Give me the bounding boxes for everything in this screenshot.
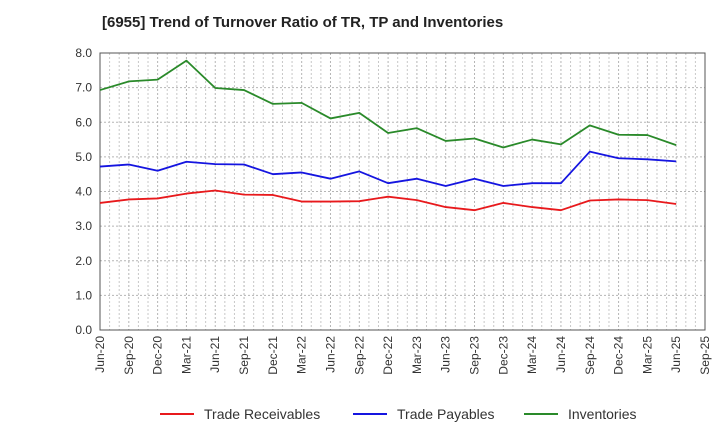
y-tick-label: 1.0 bbox=[75, 288, 92, 302]
series-lines bbox=[100, 61, 676, 211]
grid bbox=[100, 53, 705, 330]
legend: Trade Receivables Trade Payables Inventori… bbox=[160, 406, 636, 422]
x-tick-label: Mar-24 bbox=[525, 336, 539, 374]
x-tick-label: Dec-21 bbox=[266, 336, 280, 375]
x-tick-label: Mar-21 bbox=[179, 336, 193, 374]
x-tick-label: Dec-22 bbox=[381, 336, 395, 375]
y-tick-label: 3.0 bbox=[75, 219, 92, 233]
x-tick-label: Sep-25 bbox=[698, 336, 712, 375]
y-tick-label: 7.0 bbox=[75, 81, 92, 95]
x-tick-label: Jun-20 bbox=[93, 336, 107, 373]
y-tick-label: 0.0 bbox=[75, 323, 92, 337]
legend-label-trade-payables: Trade Payables bbox=[397, 406, 495, 422]
x-tick-label: Mar-25 bbox=[640, 336, 654, 374]
x-tick-label: Dec-24 bbox=[612, 336, 626, 375]
legend-label-inventories: Inventories bbox=[568, 406, 636, 422]
x-tick-label: Jun-24 bbox=[554, 336, 568, 373]
x-tick-label: Dec-23 bbox=[496, 336, 510, 375]
chart-title: [6955] Trend of Turnover Ratio of TR, TP… bbox=[102, 14, 503, 31]
x-tick-label: Sep-21 bbox=[237, 336, 251, 375]
x-tick-label: Sep-23 bbox=[468, 336, 482, 375]
x-tick-label: Mar-23 bbox=[410, 336, 424, 374]
y-tick-label: 6.0 bbox=[75, 115, 92, 129]
x-tick-label: Mar-22 bbox=[295, 336, 309, 374]
y-tick-label: 5.0 bbox=[75, 150, 92, 164]
y-tick-label: 2.0 bbox=[75, 254, 92, 268]
x-tick-label: Jun-25 bbox=[669, 336, 683, 373]
legend-label-trade-receivables: Trade Receivables bbox=[204, 406, 320, 422]
x-tick-label: Sep-22 bbox=[352, 336, 366, 375]
x-tick-label: Jun-21 bbox=[208, 336, 222, 373]
x-tick-label: Sep-20 bbox=[122, 336, 136, 375]
y-tick-label: 8.0 bbox=[75, 46, 92, 60]
x-tick-label: Jun-22 bbox=[323, 336, 337, 373]
x-tick-label: Dec-20 bbox=[151, 336, 165, 375]
x-tick-label: Jun-23 bbox=[439, 336, 453, 373]
x-tick-label: Sep-24 bbox=[583, 336, 597, 375]
axes: 0.0 1.0 2.0 3.0 4.0 5.0 6.0 7.0 8.0 Jun-20 Sep-20 D… bbox=[75, 46, 712, 375]
y-tick-label: 4.0 bbox=[75, 185, 92, 199]
plot-frame bbox=[100, 53, 705, 330]
